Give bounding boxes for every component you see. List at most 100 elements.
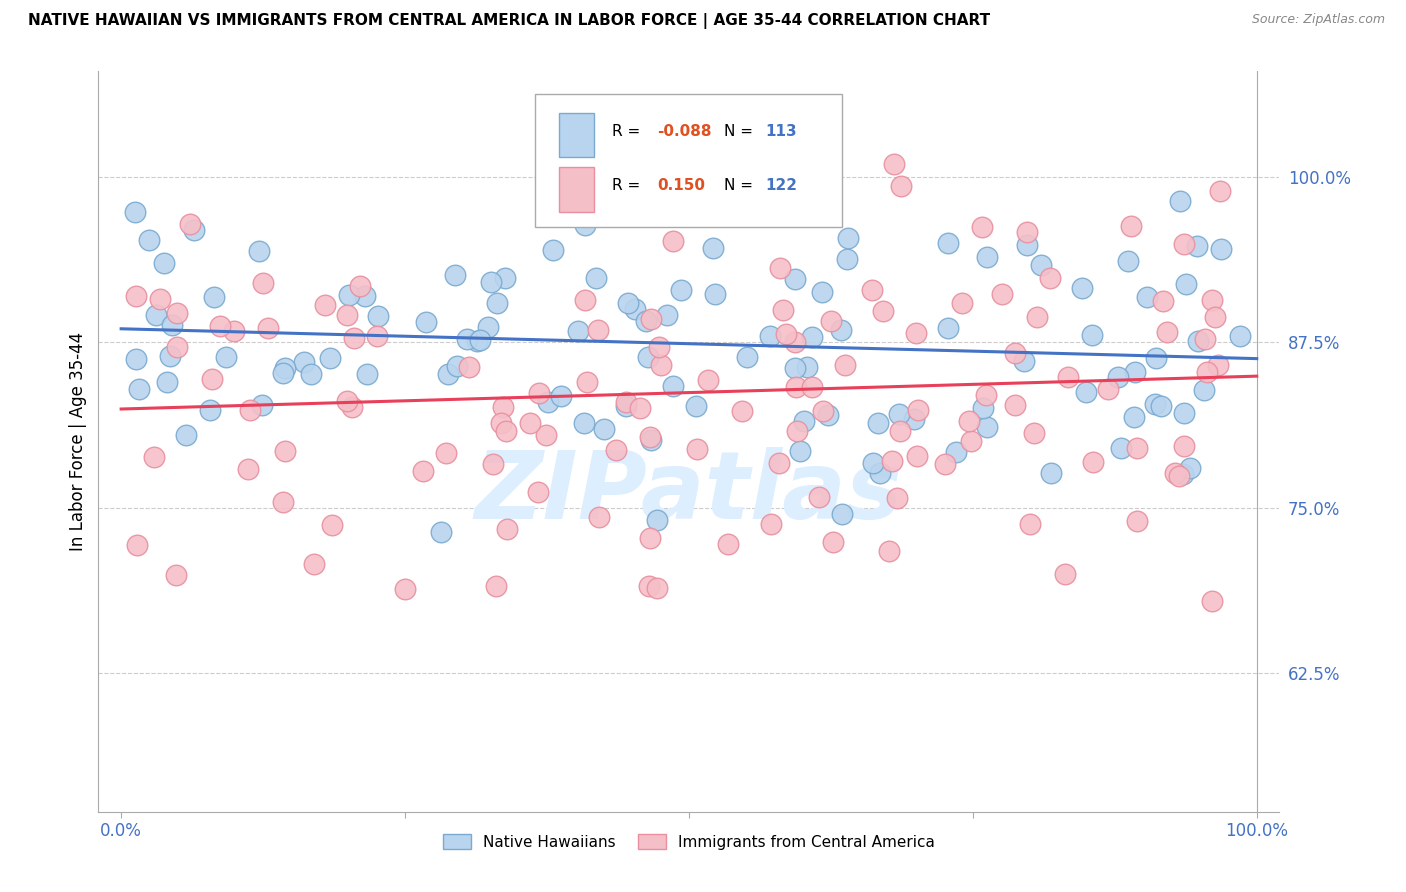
Point — [796, 360, 818, 375]
Point — [716, 161, 738, 175]
Point — [125, 288, 148, 302]
Point — [534, 427, 557, 442]
Point — [817, 409, 839, 423]
Point — [796, 157, 818, 171]
Point — [274, 443, 297, 458]
Point — [785, 380, 807, 394]
Point — [1076, 385, 1098, 400]
Point — [349, 279, 371, 293]
Point — [837, 231, 859, 245]
Point — [637, 351, 659, 365]
Point — [496, 522, 519, 536]
Point — [434, 446, 457, 460]
Point — [1150, 399, 1173, 413]
Point — [903, 412, 925, 426]
Point — [159, 349, 181, 363]
Point — [1029, 258, 1052, 272]
Point — [1204, 310, 1226, 325]
Point — [1194, 332, 1216, 346]
Point — [336, 394, 359, 409]
Point — [717, 537, 740, 551]
Point — [274, 361, 297, 376]
Point — [759, 516, 782, 531]
Point — [124, 204, 146, 219]
Point — [353, 289, 375, 303]
Point — [972, 220, 994, 235]
Text: N =: N = — [724, 124, 758, 139]
Point — [793, 414, 815, 428]
Point — [831, 507, 853, 521]
Point — [868, 416, 890, 430]
Point — [1164, 467, 1187, 481]
Point — [125, 351, 148, 366]
Point — [165, 568, 187, 582]
Point — [1012, 353, 1035, 368]
Point — [811, 404, 834, 418]
Point — [569, 207, 592, 221]
Point — [1201, 593, 1223, 607]
Point — [811, 285, 834, 299]
Point — [877, 544, 900, 558]
Point — [1173, 439, 1195, 453]
Point — [616, 399, 638, 413]
Point — [367, 309, 389, 323]
Point — [343, 330, 366, 344]
Point — [934, 457, 956, 471]
Point — [783, 271, 806, 285]
Point — [862, 456, 884, 470]
Point — [222, 324, 245, 338]
Point — [302, 558, 325, 572]
Point — [661, 379, 683, 393]
Point — [567, 324, 589, 338]
Text: 122: 122 — [766, 178, 797, 194]
Point — [807, 490, 830, 504]
Point — [179, 217, 201, 231]
Point — [1229, 329, 1251, 343]
Point — [1174, 277, 1197, 291]
Point — [1015, 225, 1038, 239]
Point — [830, 323, 852, 337]
Point — [145, 308, 167, 322]
Point — [456, 332, 478, 346]
Point — [494, 271, 516, 285]
Point — [702, 241, 724, 255]
Point — [257, 321, 280, 335]
Point — [638, 579, 661, 593]
Point — [1109, 442, 1132, 456]
Point — [1123, 409, 1146, 424]
Point — [541, 243, 564, 257]
Point — [976, 250, 998, 264]
Point — [1081, 455, 1104, 469]
Point — [215, 350, 238, 364]
Point — [183, 223, 205, 237]
Point — [468, 333, 491, 347]
Point — [202, 290, 225, 304]
Point — [160, 318, 183, 332]
Point — [907, 402, 929, 417]
Point — [991, 286, 1014, 301]
Point — [974, 388, 997, 402]
Point — [247, 244, 270, 258]
Point — [654, 194, 676, 209]
Point — [593, 421, 616, 435]
Point — [650, 358, 672, 372]
Point — [1195, 365, 1218, 379]
Point — [835, 252, 858, 266]
Point — [1116, 254, 1139, 268]
Point — [394, 582, 416, 596]
Point — [1024, 426, 1046, 441]
Point — [638, 531, 661, 545]
Point — [772, 302, 794, 317]
Point — [869, 467, 891, 481]
Point — [1081, 328, 1104, 343]
Point — [904, 326, 927, 341]
Point — [495, 425, 517, 439]
Point — [703, 287, 725, 301]
Point — [1119, 219, 1142, 234]
Point — [337, 288, 360, 302]
Point — [1143, 397, 1166, 411]
Point — [889, 424, 911, 438]
Point — [645, 581, 668, 595]
Point — [437, 367, 460, 381]
Point — [152, 256, 174, 270]
